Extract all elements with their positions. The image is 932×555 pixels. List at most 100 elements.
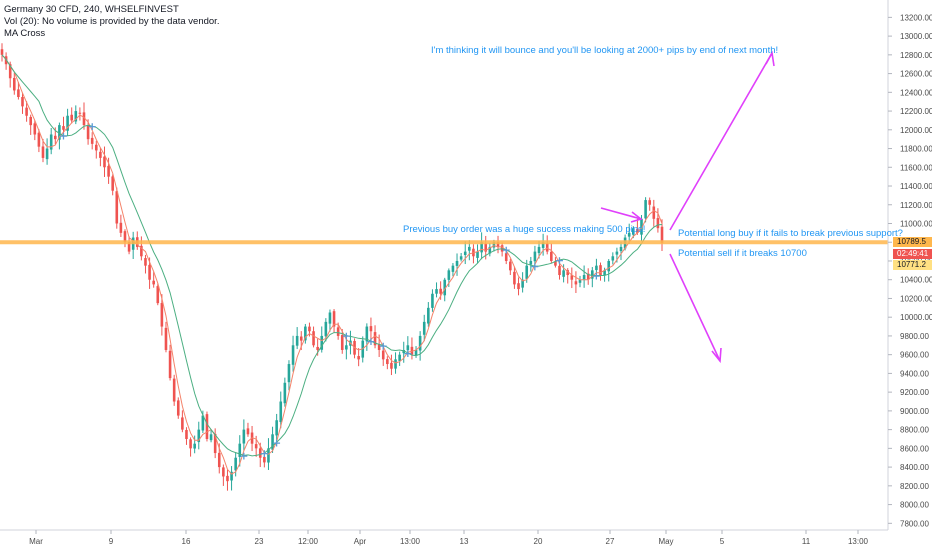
candle[interactable] <box>17 81 20 100</box>
candle[interactable] <box>189 437 192 457</box>
candle[interactable] <box>373 325 377 349</box>
candle[interactable] <box>238 435 242 467</box>
candle[interactable] <box>66 108 69 137</box>
candle[interactable] <box>242 419 246 451</box>
candle[interactable] <box>332 309 336 333</box>
candle[interactable] <box>90 132 94 150</box>
candle[interactable] <box>33 120 37 141</box>
candle[interactable] <box>37 129 41 153</box>
candle[interactable] <box>566 268 570 284</box>
candle[interactable] <box>496 235 500 254</box>
candle[interactable] <box>591 267 594 288</box>
candle[interactable] <box>119 214 123 237</box>
candle[interactable] <box>455 253 459 276</box>
candle[interactable] <box>152 271 155 288</box>
candle[interactable] <box>644 197 647 223</box>
candle[interactable] <box>435 282 438 298</box>
candle[interactable] <box>74 105 78 125</box>
candle[interactable] <box>619 241 623 261</box>
candle[interactable] <box>25 101 28 122</box>
candle[interactable] <box>595 258 598 275</box>
candle[interactable] <box>386 356 389 370</box>
candle[interactable] <box>291 335 295 372</box>
ma-cross-indicator-label[interactable]: MA Cross <box>4 28 46 39</box>
candle[interactable] <box>369 317 373 340</box>
candle[interactable] <box>599 262 602 281</box>
candle[interactable] <box>160 294 164 336</box>
candle[interactable] <box>545 235 549 255</box>
candle[interactable] <box>176 397 180 419</box>
candle[interactable] <box>127 236 131 255</box>
candle[interactable] <box>21 93 24 114</box>
candle[interactable] <box>99 147 102 167</box>
candle[interactable] <box>49 127 53 155</box>
candle[interactable] <box>357 348 360 367</box>
candle[interactable] <box>115 187 119 229</box>
candle[interactable] <box>578 275 582 288</box>
candle[interactable] <box>570 267 574 289</box>
candle[interactable] <box>287 360 291 391</box>
candle[interactable] <box>320 326 324 353</box>
candle[interactable] <box>521 272 524 293</box>
candle[interactable] <box>209 429 213 443</box>
candle[interactable] <box>582 265 586 288</box>
symbol-title[interactable]: Germany 30 CFD, 240, WHSELFINVEST <box>4 4 179 15</box>
candle[interactable] <box>94 140 98 159</box>
candle[interactable] <box>29 114 32 135</box>
candle[interactable] <box>234 452 237 477</box>
candle[interactable] <box>181 410 184 433</box>
candle[interactable] <box>648 197 652 211</box>
candle[interactable] <box>652 199 656 227</box>
candle[interactable] <box>271 426 274 453</box>
annotation-previous-buy[interactable]: Previous buy order was a huge success ma… <box>403 224 646 235</box>
candle[interactable] <box>529 256 533 272</box>
candle[interactable] <box>398 351 401 366</box>
candle[interactable] <box>574 271 578 294</box>
candle[interactable] <box>390 354 393 376</box>
candle[interactable] <box>103 146 106 177</box>
candle[interactable] <box>164 321 168 353</box>
candle[interactable] <box>431 289 434 312</box>
candle[interactable] <box>41 138 45 163</box>
candle[interactable] <box>275 413 278 440</box>
candle[interactable] <box>336 322 340 340</box>
candle[interactable] <box>111 174 114 196</box>
candle[interactable] <box>70 107 73 124</box>
candle[interactable] <box>365 323 369 351</box>
candle[interactable] <box>381 345 385 366</box>
candle[interactable] <box>226 469 229 491</box>
annotation-bounce[interactable]: I'm thinking it will bounce and you'll b… <box>431 45 779 56</box>
candle[interactable] <box>554 257 557 268</box>
candle[interactable] <box>656 208 660 233</box>
candle[interactable] <box>586 268 590 285</box>
candle[interactable] <box>205 411 209 442</box>
candle[interactable] <box>82 102 86 130</box>
candle[interactable] <box>172 374 176 406</box>
candle[interactable] <box>328 309 332 332</box>
candle[interactable] <box>230 466 233 491</box>
annotation-long-buy[interactable]: Potential long buy if it fails to break … <box>678 228 903 239</box>
candle[interactable] <box>86 119 90 145</box>
candle[interactable] <box>185 427 188 445</box>
candle[interactable] <box>312 326 315 348</box>
candle[interactable] <box>463 241 467 265</box>
candle[interactable] <box>193 435 196 454</box>
candle[interactable] <box>509 258 512 275</box>
candle[interactable] <box>480 232 483 260</box>
candle[interactable] <box>168 344 172 381</box>
candle[interactable] <box>45 138 49 165</box>
candle[interactable] <box>283 377 287 407</box>
candle[interactable] <box>541 233 545 256</box>
candle[interactable] <box>476 244 479 263</box>
candle[interactable] <box>550 243 553 264</box>
candle[interactable] <box>295 327 299 350</box>
candle[interactable] <box>12 72 16 95</box>
candle[interactable] <box>213 428 217 459</box>
candle[interactable] <box>607 259 611 282</box>
candle[interactable] <box>58 122 61 150</box>
candle[interactable] <box>78 107 82 121</box>
candle[interactable] <box>263 454 266 468</box>
volume-indicator-label[interactable]: Vol (20): No volume is provided by the d… <box>4 16 220 27</box>
